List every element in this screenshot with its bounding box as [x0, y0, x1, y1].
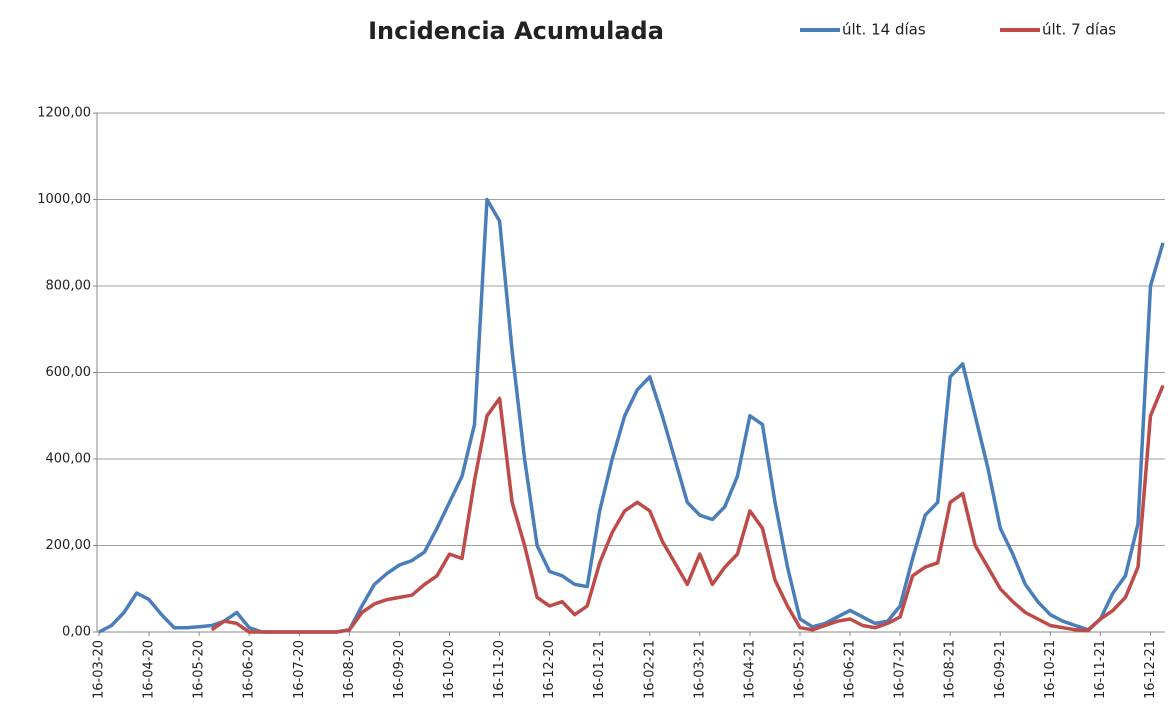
y-tick-label: 1000,00 — [37, 192, 91, 207]
x-tick-label: 16-06-20 — [242, 640, 257, 699]
x-tick-label: 16-03-20 — [92, 640, 107, 699]
x-tick-label: 16-02-21 — [642, 640, 657, 699]
x-tick-label: 16-08-21 — [943, 640, 958, 699]
x-tick-label: 16-12-20 — [542, 640, 557, 699]
x-tick-label: 16-10-20 — [442, 640, 457, 699]
x-tick-label: 16-10-21 — [1043, 640, 1058, 699]
x-tick-label: 16-06-21 — [843, 640, 858, 699]
y-tick-label: 400,00 — [46, 452, 92, 467]
y-tick-label: 800,00 — [46, 279, 92, 294]
legend-label: últ. 14 días — [842, 21, 926, 39]
x-tick-label: 16-12-21 — [1143, 640, 1158, 699]
y-tick-label: 600,00 — [46, 365, 92, 380]
chart-title: Incidencia Acumulada — [368, 17, 664, 45]
y-tick-label: 200,00 — [46, 538, 92, 553]
x-tick-label: 16-01-21 — [592, 640, 607, 699]
y-tick-label: 1200,00 — [37, 106, 91, 121]
series-line — [98, 197, 1165, 634]
x-tick-label: 16-09-20 — [392, 640, 407, 699]
x-tick-label: 16-11-21 — [1093, 640, 1108, 699]
series-line — [210, 384, 1165, 634]
x-tick-label: 16-04-21 — [742, 640, 757, 699]
x-tick-label: 16-05-21 — [792, 640, 807, 699]
x-tick-label: 16-05-20 — [192, 640, 207, 699]
y-tick-label: 0,00 — [62, 625, 91, 640]
x-tick-label: 16-09-21 — [993, 640, 1008, 699]
x-tick-label: 16-08-20 — [342, 640, 357, 699]
legend-label: últ. 7 días — [1042, 21, 1116, 39]
x-tick-label: 16-04-20 — [142, 640, 157, 699]
x-tick-label: 16-07-21 — [893, 640, 908, 699]
x-tick-label: 16-11-20 — [492, 640, 507, 699]
x-tick-label: 16-03-21 — [692, 640, 707, 699]
x-tick-label: 16-07-20 — [292, 640, 307, 699]
